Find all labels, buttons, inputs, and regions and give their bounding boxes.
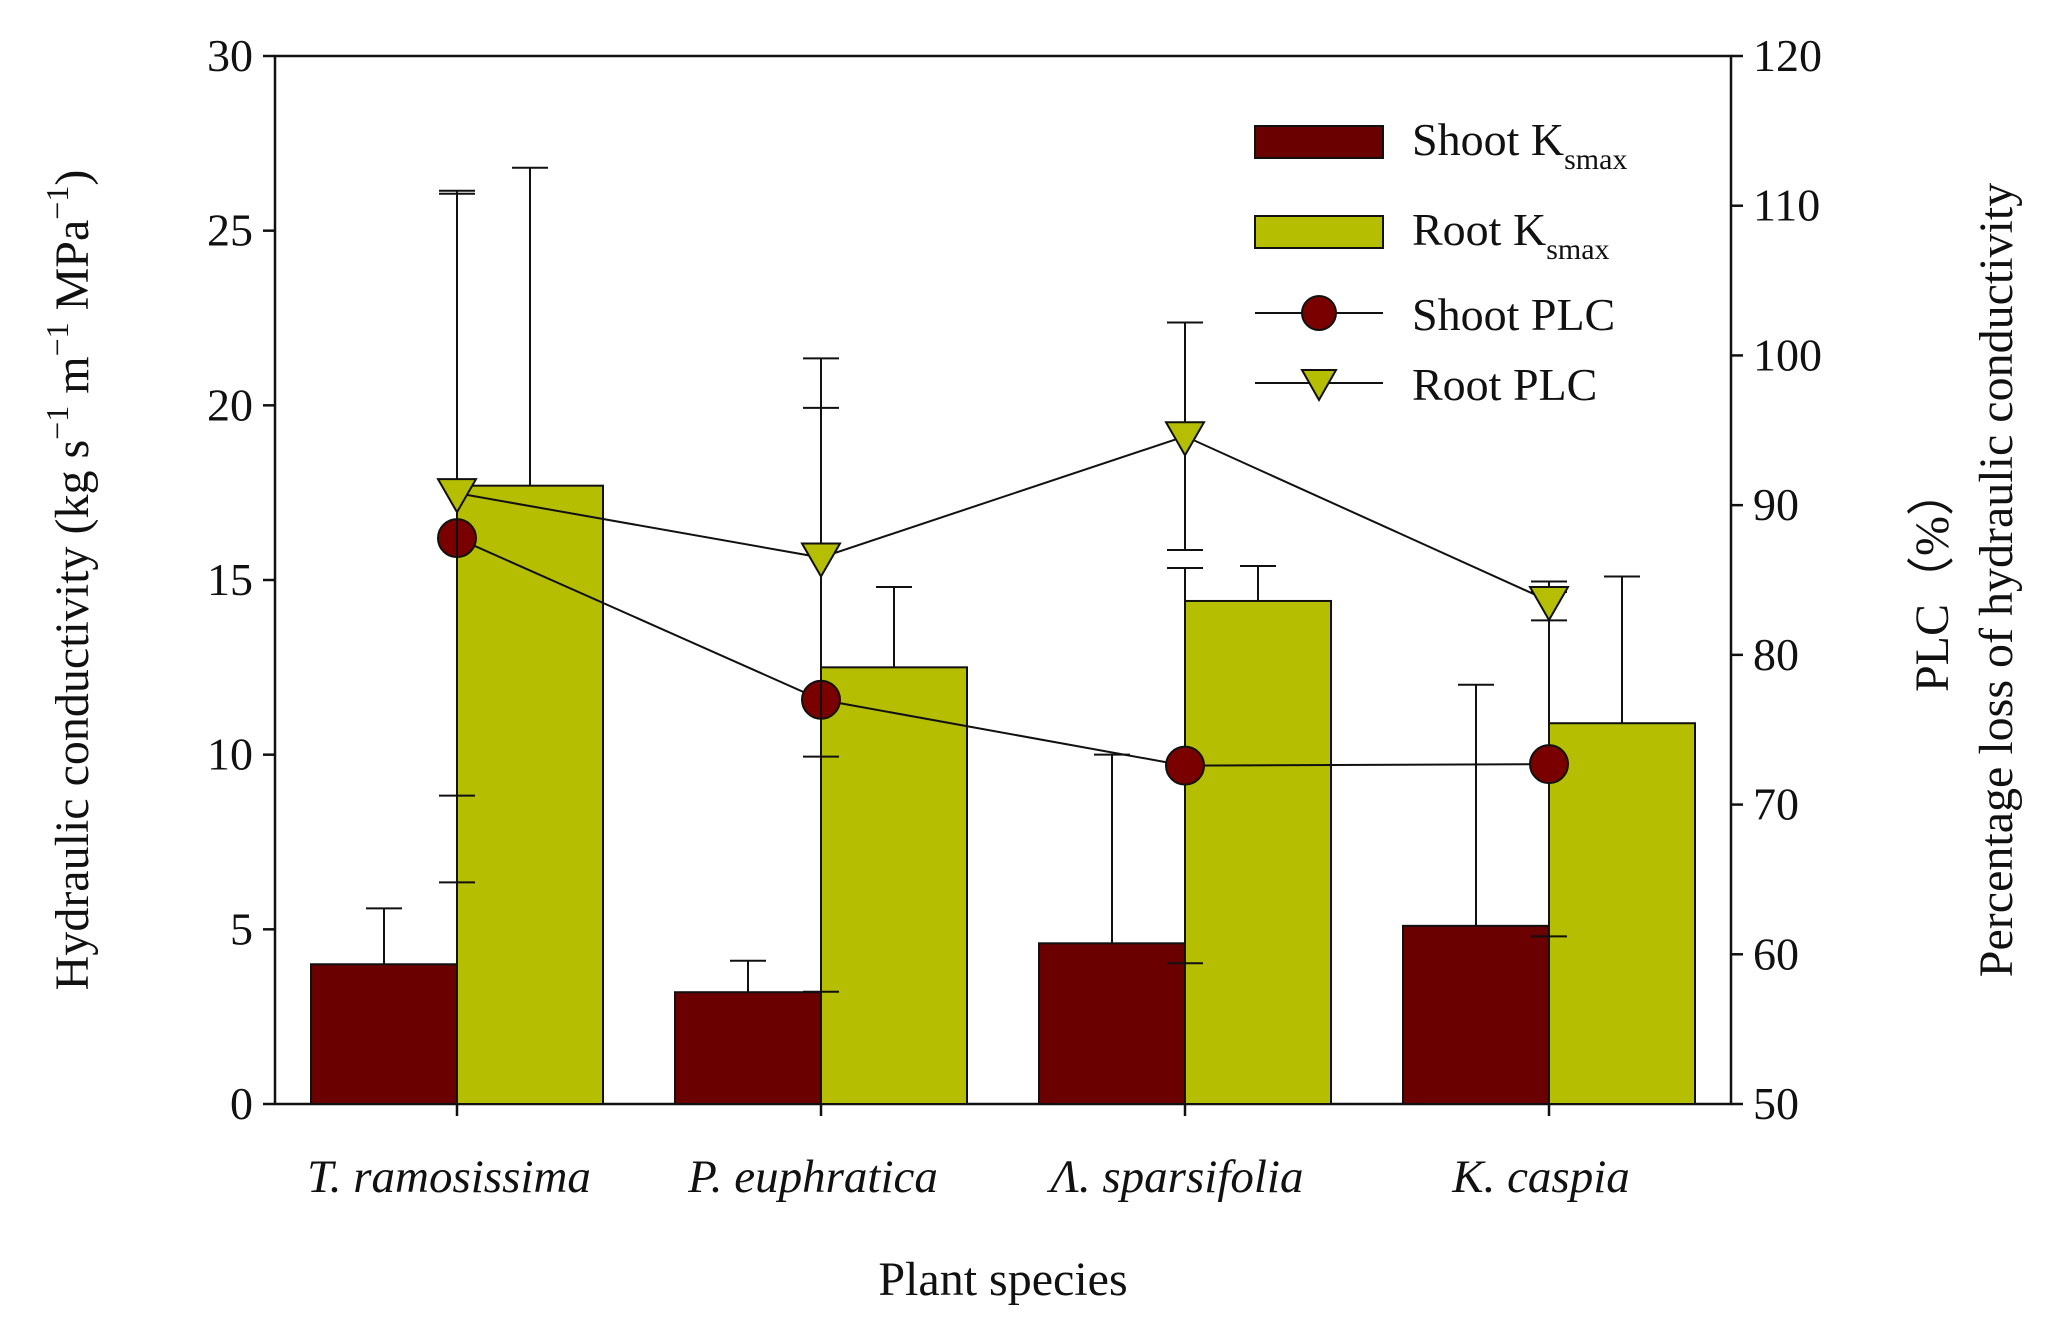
point-shoot-plc-3 xyxy=(1529,744,1569,785)
x-axis-title: Plant species xyxy=(878,1253,1127,1306)
bar-root-k-smax-1 xyxy=(820,666,968,1105)
left-tick-label: 10 xyxy=(207,729,253,780)
left-tick-label: 15 xyxy=(207,554,253,605)
bar-error-bars xyxy=(366,166,1640,993)
legend-swatch-root-ksmax xyxy=(1254,215,1384,249)
bar-shoot-k-smax-1 xyxy=(674,991,822,1105)
bar-root-k-smax-3 xyxy=(1548,722,1696,1106)
right-tick-label: 80 xyxy=(1753,629,1799,680)
bar-shoot-k-smax-0 xyxy=(310,963,458,1105)
legend-label-root-plc: Root PLC xyxy=(1412,359,1597,410)
point-root-plc-3 xyxy=(1528,585,1570,622)
bar-root-k-smax-2 xyxy=(1184,599,1332,1106)
right-tick-label: 50 xyxy=(1753,1078,1799,1129)
left-tick-label: 30 xyxy=(207,30,253,81)
right-axis-subtitle: Percentage loss of hydraulic conductivit… xyxy=(1970,183,2023,977)
x-tick-label-k-caspia: K. caspia xyxy=(1451,1151,1630,1203)
bar-root-k-smax-0 xyxy=(456,484,604,1105)
legend-label-root-ksmax: Root Ksmax xyxy=(1412,204,1610,266)
left-axis-title: Hydraulic conductivity (kg s−1 m−1 MPa−1… xyxy=(39,170,99,991)
point-root-plc-1 xyxy=(800,542,842,579)
right-tick-label: 60 xyxy=(1753,928,1799,979)
line-series xyxy=(436,189,1570,993)
x-axis-categories: T. ramosissima P. euphratica Λ. sparsifoli… xyxy=(307,1104,1630,1203)
line-shoot-plc xyxy=(456,537,1550,767)
x-tick-label-t-ramosissima: T. ramosissima xyxy=(307,1151,591,1203)
point-shoot-plc-2 xyxy=(1165,745,1205,786)
point-root-plc-0 xyxy=(436,478,478,515)
bar-shoot-k-smax-2 xyxy=(1038,942,1186,1105)
right-tick-label: 90 xyxy=(1753,479,1799,530)
left-tick-label: 25 xyxy=(207,205,253,256)
right-axis: 50 60 70 80 90 100 110 120 xyxy=(1731,30,1822,1129)
x-tick-label-sparsifolia: Λ. sparsifolia xyxy=(1047,1151,1304,1203)
left-tick-label: 20 xyxy=(207,379,253,430)
legend-swatch-shoot-ksmax xyxy=(1254,125,1384,159)
bar-shoot-k-smax-3 xyxy=(1402,924,1550,1106)
legend-label-shoot-plc: Shoot PLC xyxy=(1412,289,1615,340)
left-tick-label: 5 xyxy=(230,903,253,954)
right-tick-label: 70 xyxy=(1753,779,1799,830)
point-root-plc-2 xyxy=(1164,421,1206,458)
legend: Shoot Ksmax Root Ksmax Shoot PLC Root PL… xyxy=(1254,114,1627,410)
line-root-plc xyxy=(456,435,1550,602)
left-tick-label: 0 xyxy=(230,1078,253,1129)
right-axis-title: PLC（%） xyxy=(1906,468,1959,692)
bar-series xyxy=(310,484,1696,1106)
right-tick-label: 110 xyxy=(1753,180,1820,231)
x-tick-label-p-euphratica: P. euphratica xyxy=(687,1151,938,1203)
legend-label-shoot-ksmax: Shoot Ksmax xyxy=(1412,114,1627,176)
legend-marker-root-plc xyxy=(1300,369,1338,403)
right-tick-label: 120 xyxy=(1753,30,1822,81)
legend-marker-shoot-plc xyxy=(1301,295,1337,331)
right-tick-label: 100 xyxy=(1753,329,1822,380)
left-axis: 0 5 10 15 20 25 30 xyxy=(207,30,275,1129)
